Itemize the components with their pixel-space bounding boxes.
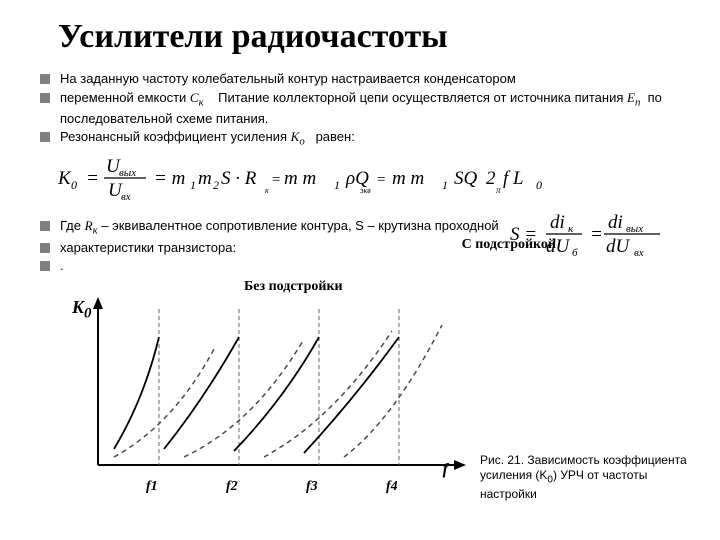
svg-text:вых: вых [119, 167, 136, 179]
x-axis-label: f [443, 461, 448, 479]
bullet-1-text: На заданную частоту колебательный контур… [60, 70, 516, 88]
square-bullet-icon [40, 243, 50, 253]
rk-symbol: Rк [85, 218, 98, 233]
svg-text:m m: m m [392, 168, 424, 189]
svg-text:б: б [572, 247, 578, 256]
caption-l1: Рис. 21. Зависимость коэффициента [480, 453, 687, 467]
t: переменной емкости [60, 90, 190, 105]
t: 0 [84, 305, 92, 321]
svg-text:= m: = m [154, 168, 185, 189]
svg-text:=: = [376, 172, 386, 188]
svg-text:вх: вх [121, 191, 131, 200]
equation-svg: K0 = Uвых Uвх = m1 m2 S · R = m m1 ρQ = … [58, 156, 578, 200]
t: п [635, 96, 640, 108]
square-bullet-icon [40, 132, 50, 142]
xtick-f3: f3 [306, 479, 318, 495]
xtick-f1: f1 [146, 479, 158, 495]
svg-text:SQ: SQ [454, 168, 478, 189]
svg-text:вх: вх [634, 247, 644, 256]
t: K [291, 129, 300, 144]
page-title: Усилители радиочастоты [58, 18, 686, 56]
svg-text:2: 2 [213, 178, 219, 192]
bullet-5-text: характеристики транзистора: [60, 239, 236, 257]
ko-symbol: Kо [291, 129, 305, 144]
y-axis-label: K0 [72, 297, 92, 323]
label-top: Без подстройки [244, 279, 343, 295]
ep-symbol: Eп [627, 90, 640, 105]
svg-text:K: K [58, 168, 72, 189]
square-bullet-icon [40, 74, 50, 84]
figure-caption: Рис. 21. Зависимость коэффициента усилен… [480, 453, 700, 502]
svg-text:π: π [496, 185, 501, 195]
svg-text:вых: вых [626, 223, 643, 235]
t: Резонансный коэффициент усиления [60, 129, 291, 144]
t: E [627, 90, 635, 105]
svg-text:1: 1 [334, 178, 340, 192]
svg-text:di: di [550, 212, 565, 233]
svg-text:1: 1 [442, 178, 448, 192]
bullet-3: Резонансный коэффициент усиления Kо раве… [40, 128, 686, 149]
t: K [72, 297, 84, 317]
svg-text:экв: экв [360, 186, 371, 195]
square-bullet-icon [40, 221, 50, 231]
xtick-f4: f4 [386, 479, 398, 495]
square-bullet-icon [40, 261, 50, 271]
t: Питание коллекторной цепи осуществляется… [218, 90, 627, 105]
t: к [199, 96, 204, 108]
svg-text:dU: dU [606, 236, 631, 256]
equation-k0: K0 = Uвых Uвх = m1 m2 S · R = m m1 ρQ = … [58, 156, 686, 205]
svg-text:0: 0 [71, 178, 77, 192]
svg-text:di: di [608, 212, 623, 233]
t: – эквивалентное сопротивление контура, S… [101, 218, 498, 233]
t: к [93, 224, 98, 236]
bullet-3-text: Резонансный коэффициент усиления Kо раве… [60, 128, 355, 149]
svg-text:к: к [265, 186, 269, 195]
ck-symbol: Cк [190, 90, 204, 105]
bullet-2-text: переменной емкости Cк Питание коллекторн… [60, 89, 686, 128]
caption-l2a: усиления (K [480, 468, 547, 482]
svg-text:2: 2 [486, 168, 496, 189]
svg-text:к: к [568, 223, 574, 235]
svg-text:S · R: S · R [221, 168, 257, 189]
t: равен: [316, 129, 355, 144]
t: о [299, 136, 304, 148]
xtick-f2: f2 [226, 479, 238, 495]
bullet-2: переменной емкости Cк Питание коллекторн… [40, 89, 686, 128]
t: C [190, 90, 199, 105]
t: Где [60, 218, 85, 233]
svg-text:1: 1 [190, 178, 196, 192]
chart: Без подстройки K0 f С подстройкой f1f2f3… [44, 279, 504, 499]
bullet-6-text: . [60, 257, 64, 275]
bullet-list: На заданную частоту колебательный контур… [40, 70, 686, 150]
bullet-1: На заданную частоту колебательный контур… [40, 70, 686, 88]
label-bottom: С подстройкой [462, 237, 556, 253]
svg-text:=: = [86, 168, 99, 189]
t: R [85, 218, 93, 233]
bullet-4-text: Где Rк – эквивалентное сопротивление кон… [60, 217, 499, 238]
svg-text:=: = [271, 172, 281, 188]
svg-text:0: 0 [536, 178, 542, 192]
svg-text:m: m [198, 168, 212, 189]
svg-text:f L: f L [503, 168, 524, 189]
svg-text:=: = [590, 224, 603, 245]
square-bullet-icon [40, 93, 50, 103]
chart-svg [44, 279, 504, 499]
svg-text:m m: m m [284, 168, 316, 189]
